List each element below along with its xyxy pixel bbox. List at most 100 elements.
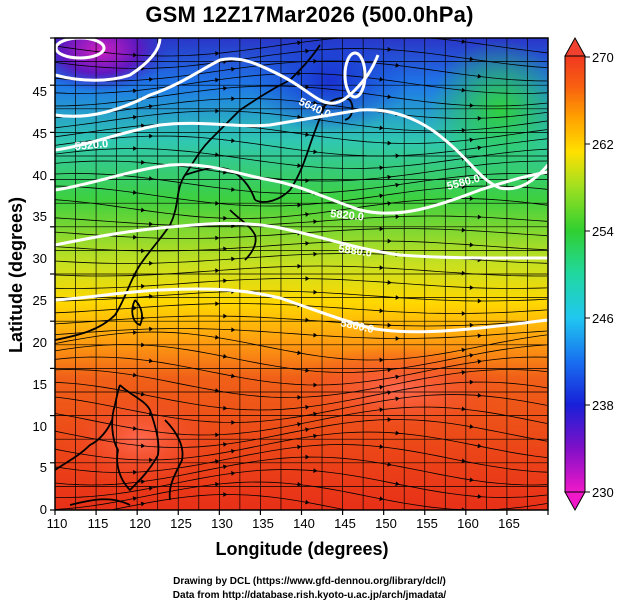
credit-data-source[interactable]: Data from http://database.rish.kyoto-u.a…: [172, 590, 447, 601]
colorbar-body: [564, 55, 586, 493]
colorbar-tick-label: 230: [592, 485, 614, 500]
streamline-arrowhead: [223, 492, 228, 497]
streamline-arrowhead: [215, 152, 220, 158]
streamline-arrowhead: [461, 87, 466, 93]
streamline-arrowhead: [387, 140, 392, 146]
streamline-arrowhead: [140, 443, 146, 449]
streamline-arrowhead: [305, 240, 310, 246]
streamline-arrowhead: [133, 330, 138, 335]
streamline-arrowhead: [313, 149, 318, 155]
streamline-arrowhead: [305, 427, 310, 433]
streamline-arrowhead: [223, 442, 228, 447]
streamline-arrowhead: [305, 276, 310, 281]
y-tick-label: 45: [33, 126, 47, 141]
streamline: [55, 198, 548, 219]
streamline-arrowhead: [140, 159, 146, 165]
streamline-arrowhead: [148, 175, 154, 181]
y-tick-label: 25: [33, 293, 47, 308]
streamline-arrowhead: [469, 379, 474, 385]
streamline: [55, 344, 548, 373]
streamline-arrowhead: [297, 263, 302, 269]
x-tick-label: 145: [334, 516, 356, 531]
streamline: [55, 394, 548, 423]
streamline-arrowhead: [379, 357, 384, 363]
streamline-arrowhead: [469, 322, 474, 328]
contour-label-5880: 5880.0: [338, 243, 373, 260]
streamline: [55, 419, 548, 448]
streamline-arrowhead: [305, 84, 310, 90]
streamline-arrowhead: [379, 444, 384, 450]
streamline-arrowhead: [141, 342, 146, 348]
axis-ticks: [50, 37, 549, 515]
streamline-arrowhead: [379, 308, 384, 314]
streamline: [55, 290, 548, 302]
streamline-arrowhead: [231, 256, 236, 262]
streamline-arrowhead: [395, 153, 400, 159]
streamline-arrowhead: [461, 311, 466, 316]
streamline-arrowhead: [297, 163, 302, 168]
streamline-arrowhead: [305, 132, 310, 137]
streamline-arrowhead: [305, 499, 310, 505]
x-axis-title: Longitude (degrees): [215, 539, 388, 559]
streamline-arrowhead: [215, 481, 220, 487]
streamline-arrowhead: [149, 260, 154, 266]
streamline-arrowhead: [477, 443, 482, 449]
streamline-arrowhead: [461, 347, 466, 353]
streamline-arrowhead: [133, 146, 138, 151]
streamline-arrowhead: [379, 226, 384, 232]
streamline-arrowhead: [297, 40, 302, 46]
streamline-arrowhead: [461, 127, 466, 133]
streamline-arrowhead: [305, 454, 310, 460]
x-tick-label: 130: [211, 516, 233, 531]
streamline-arrowhead: [133, 234, 138, 240]
streamline-arrowhead: [140, 391, 146, 397]
streamline-arrowhead: [387, 280, 392, 285]
streamline-arrowhead: [149, 326, 154, 332]
streamline-arrowhead: [461, 227, 466, 233]
streamline-arrowhead: [395, 214, 400, 220]
streamline-arrowhead: [461, 406, 466, 412]
streamline-arrowhead: [469, 424, 474, 429]
streamline-arrowhead: [313, 382, 318, 388]
streamline-arrowhead: [215, 432, 220, 438]
streamline-arrowhead: [222, 464, 228, 470]
streamline-arrowhead: [379, 384, 384, 390]
credit-drawing[interactable]: Drawing by DCL (https://www.gfd-dennou.o…: [173, 576, 446, 587]
streamline-arrowhead: [477, 333, 482, 339]
streamline-arrowhead: [313, 433, 318, 439]
streamline-arrowhead: [133, 305, 138, 311]
streamline-arrowhead: [395, 396, 400, 402]
streamline-arrowhead: [132, 88, 138, 94]
streamline-arrowhead: [387, 322, 392, 328]
streamline-arrowhead: [469, 353, 474, 358]
streamline-arrowhead: [148, 486, 154, 491]
colorbar-tick-label: 238: [592, 398, 614, 413]
colorbar-tick-label: 254: [592, 224, 614, 239]
streamline-arrowhead: [379, 165, 384, 171]
streamline: [108, 494, 349, 510]
x-tick-label: 165: [498, 516, 520, 531]
streamline-arrowhead: [140, 207, 146, 213]
streamline: [55, 356, 548, 386]
streamline-arrowhead: [477, 115, 482, 121]
streamline-arrowhead: [477, 145, 482, 151]
streamline-arrowhead: [141, 283, 146, 289]
streamline-arrowhead: [387, 94, 392, 100]
streamline: [55, 328, 548, 339]
streamline-arrowhead: [469, 103, 474, 108]
streamline-arrowhead: [469, 56, 474, 62]
streamline-arrowhead: [469, 285, 474, 291]
streamline-arrowhead: [297, 481, 302, 487]
x-tick-label: 120: [129, 516, 151, 531]
streamline-arrowhead: [461, 458, 466, 464]
streamline: [55, 60, 548, 82]
streamline-arrowhead: [469, 242, 474, 248]
streamline-arrowhead: [149, 221, 154, 227]
streamline-arrowhead: [305, 368, 310, 373]
y-axis-title: Latitude (degrees): [6, 197, 26, 353]
streamline: [55, 278, 548, 289]
streamline-arrowhead: [313, 468, 318, 474]
streamline-arrowhead: [230, 373, 236, 379]
streamline-arrowhead: [379, 125, 384, 131]
streamline-arrowhead: [477, 392, 482, 398]
